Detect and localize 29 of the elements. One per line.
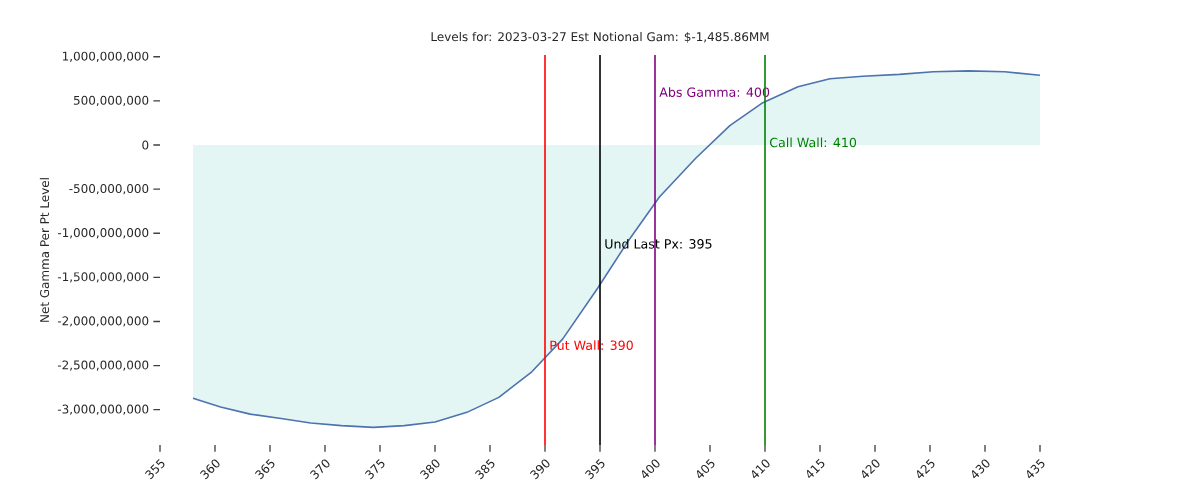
y-tick-label: -1,000,000,000 [57, 228, 149, 239]
y-tick-label: -2,000,000,000 [57, 316, 149, 327]
x-tick-label: 425 [916, 458, 935, 479]
x-tick-label: 415 [806, 458, 825, 479]
x-tick-label: 390 [529, 459, 550, 480]
chart-title: Levels for: 2023-03-27 Est Notional Gam: $-1,485.86MM [431, 31, 769, 43]
x-tick-label: 375 [364, 458, 385, 480]
y-tick-label: -1,500,000,000 [57, 272, 149, 283]
x-tick-label: 355 [144, 458, 165, 480]
x-tick-label: 405 [696, 458, 715, 479]
y-tick-label: 0 [142, 140, 149, 150]
x-tick-label: 395 [584, 458, 605, 480]
x-tick-label: 430 [971, 459, 990, 479]
y-tick-label: 500,000,000 [73, 95, 149, 107]
x-tick-label: 410 [751, 459, 770, 479]
y-axis-title: Net Gamma Per Pt Level [39, 178, 50, 322]
x-tick-label: 400 [641, 459, 660, 479]
x-tick-label: 385 [474, 458, 495, 480]
y-tick-label: -500,000,000 [69, 183, 149, 195]
x-tick-label: 435 [1026, 458, 1045, 479]
x-tick-label: 380 [419, 459, 440, 480]
x-tick-label: 365 [254, 458, 275, 480]
ref-line-label: Call Wall: 410 [769, 137, 857, 148]
x-tick-label: 420 [861, 459, 880, 479]
y-tick-label: -3,000,000,000 [57, 404, 149, 415]
x-tick-label: 360 [199, 459, 220, 480]
y-tick-label: 1,000,000,000 [62, 51, 149, 62]
x-tick-label: 370 [309, 459, 330, 480]
y-tick-label: -2,500,000,000 [57, 360, 149, 371]
